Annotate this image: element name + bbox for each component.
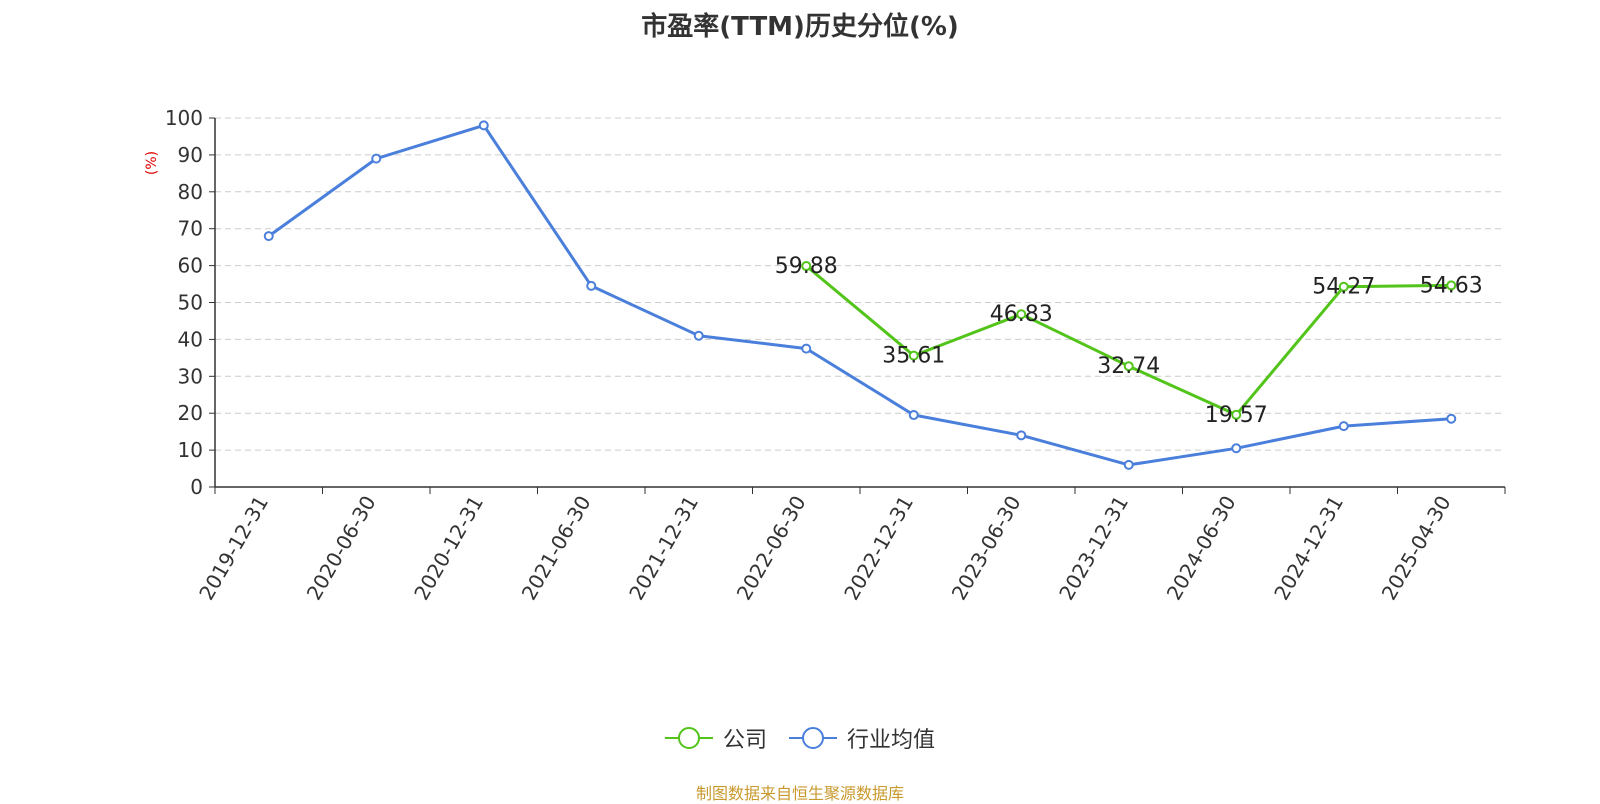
legend: 公司 行业均值 (0, 722, 1600, 754)
x-tick-label: 2022-12-31 (839, 492, 918, 605)
data-point-1 (1123, 459, 1134, 470)
data-point-0 (1016, 309, 1027, 320)
data-point-1 (263, 231, 274, 242)
y-tick-label: 40 (178, 327, 203, 351)
legend-label-company: 公司 (722, 728, 767, 753)
x-tick-label: 2020-06-30 (302, 492, 381, 605)
y-tick-label: 30 (178, 364, 203, 388)
y-tick-label: 20 (178, 401, 203, 425)
x-tick-label: 2021-12-31 (624, 492, 703, 605)
x-tick-label: 2024-12-31 (1269, 492, 1348, 605)
data-label: 35.61 (882, 344, 945, 369)
x-tick-label: 2019-12-31 (194, 492, 273, 605)
legend-item-company[interactable]: 公司 (664, 722, 767, 754)
data-point-0 (801, 261, 812, 272)
data-point-1 (1446, 413, 1457, 424)
data-point-1 (1016, 430, 1027, 441)
legend-marker-company-icon (664, 727, 713, 749)
legend-item-industry[interactable]: 行业均值 (789, 722, 935, 754)
data-point-0 (1123, 361, 1134, 372)
y-tick-label: 0 (190, 475, 203, 499)
series-line-1 (267, 123, 1452, 467)
data-point-1 (801, 343, 812, 354)
data-point-1 (1338, 421, 1349, 432)
data-point-0 (1338, 281, 1349, 292)
y-tick-label: 60 (178, 254, 203, 278)
y-tick-label: 50 (178, 291, 203, 315)
y-tick-label: 80 (178, 180, 203, 204)
x-tick-label: 2023-12-31 (1054, 492, 1133, 605)
data-point-1 (908, 410, 919, 421)
y-tick-label: 90 (178, 143, 203, 167)
data-point-1 (1231, 443, 1242, 454)
y-tick-label: 10 (178, 438, 203, 462)
data-point-0 (1231, 409, 1242, 420)
legend-marker-industry-icon (789, 727, 837, 749)
data-label: 46.83 (990, 302, 1053, 327)
data-point-0 (1446, 280, 1457, 291)
data-point-0 (908, 350, 919, 361)
x-tick-label: 2020-12-31 (409, 492, 488, 605)
chart-title: 市盈率(TTM)历史分位(%) (641, 12, 959, 42)
source-note: 制图数据来自恒生聚源数据库 (695, 784, 904, 803)
x-tick-label: 2024-06-30 (1162, 492, 1241, 605)
data-label: 59.88 (775, 254, 838, 279)
data-point-1 (478, 120, 489, 131)
data-label: 19.57 (1205, 403, 1268, 428)
data-label: 54.63 (1420, 273, 1483, 298)
x-tick-label: 2023-06-30 (947, 492, 1026, 605)
x-tick-label: 2021-06-30 (517, 492, 596, 605)
x-tick-label: 2025-04-30 (1377, 492, 1456, 605)
x-tick-label: 2022-06-30 (732, 492, 811, 605)
data-point-1 (371, 153, 382, 164)
data-point-1 (586, 280, 597, 291)
data-label: 54.27 (1312, 275, 1375, 300)
legend-label-industry: 行业均值 (847, 728, 936, 753)
y-tick-label: 70 (178, 217, 203, 241)
data-label: 32.74 (1097, 354, 1160, 379)
data-point-1 (693, 330, 704, 341)
y-tick-label: 100 (165, 106, 203, 130)
